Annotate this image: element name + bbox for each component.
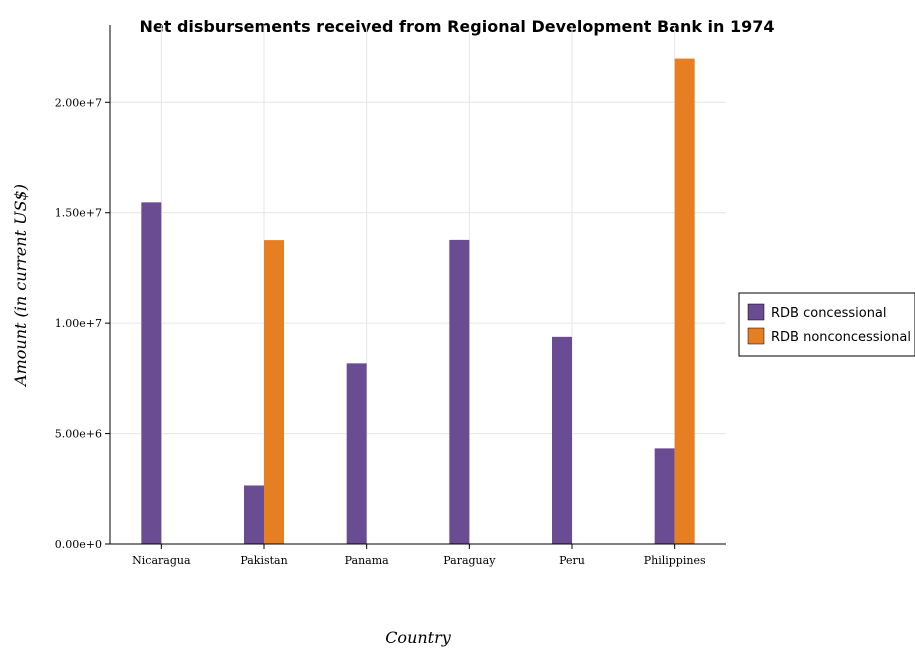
x-tick-label: Peru — [559, 554, 585, 567]
legend-swatch-nonconcessional — [747, 327, 765, 345]
legend-swatch-concessional — [747, 303, 765, 321]
legend-box — [738, 292, 915, 357]
bar-concessional — [346, 363, 367, 544]
legend-label-concessional: RDB concessional — [771, 306, 887, 321]
x-tick-label: Philippines — [644, 554, 706, 567]
x-tick-label: Paraguay — [443, 554, 496, 567]
y-axis-label: Amount (in current US$) — [11, 184, 30, 388]
legend: RDB concessional RDB nonconcessional — [738, 292, 915, 357]
bar-concessional — [654, 448, 675, 544]
x-axis-label: Country — [385, 628, 452, 647]
bars — [141, 58, 695, 545]
bar-nonconcessional — [264, 240, 284, 544]
x-tick-label: Panama — [345, 554, 390, 567]
y-ticks: 0.00e+0 5.00e+6 1.00e+7 1.50e+7 2.00e+7 — [55, 96, 110, 551]
bar-concessional — [552, 336, 572, 544]
chart-title: Net disbursements received from Regional… — [139, 17, 774, 36]
y-tick-label: 2.00e+7 — [55, 96, 102, 109]
grid — [110, 25, 726, 545]
y-tick-label: 5.00e+6 — [55, 428, 102, 441]
x-tick-label: Pakistan — [240, 554, 287, 567]
y-tick-label: 1.00e+7 — [55, 317, 102, 330]
y-tick-label: 0.00e+0 — [55, 538, 102, 551]
x-ticks: Nicaragua Pakistan Panama Paraguay Peru Phili… — [132, 544, 706, 567]
x-tick-label: Nicaragua — [132, 554, 191, 567]
bar-concessional — [449, 239, 470, 544]
y-tick-label: 1.50e+7 — [55, 207, 102, 220]
legend-label-nonconcessional: RDB nonconcessional — [771, 330, 911, 345]
bar-concessional — [244, 485, 264, 544]
bar-nonconcessional — [674, 58, 695, 544]
bar-concessional — [141, 202, 162, 545]
